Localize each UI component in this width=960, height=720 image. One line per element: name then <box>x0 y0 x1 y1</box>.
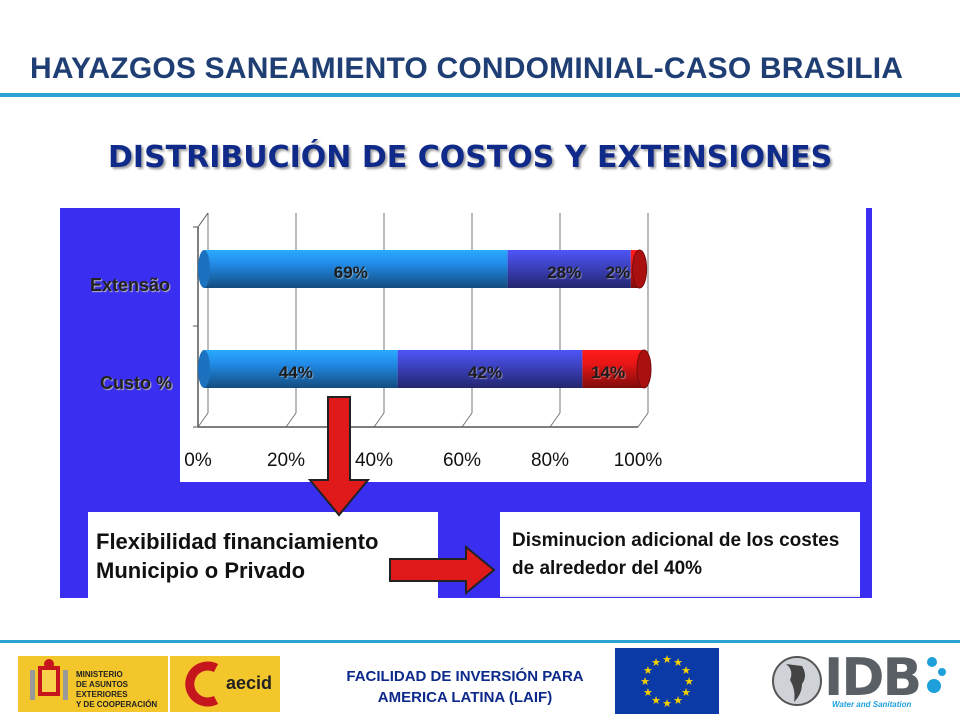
eu-star: ★ <box>640 676 650 688</box>
bar-value-label: 2% <box>605 263 631 282</box>
gridline-floor <box>285 412 297 428</box>
eu-star: ★ <box>662 654 672 666</box>
bar-right-cap <box>636 349 652 389</box>
ministry-line-2: DE ASUNTOS EXTERIORES <box>76 680 129 699</box>
financing-text: Flexibilidad financiamiento Municipio o … <box>96 529 379 583</box>
aecid-wordmark: aecid <box>226 673 273 693</box>
eu-star: ★ <box>651 695 661 707</box>
aecid-logo: aecid <box>170 656 280 712</box>
down-arrow-icon <box>307 396 371 517</box>
eu-flag-logo: ★ ★ ★ ★ ★ ★ ★ ★ ★ ★ ★ ★ <box>615 648 719 714</box>
bar-left-cap <box>198 250 210 288</box>
eu-star: ★ <box>662 698 672 710</box>
idb-logo: IDB Water and Sanitation <box>772 648 952 714</box>
stacked-bar-chart <box>193 212 652 428</box>
eu-star: ★ <box>651 657 661 669</box>
bar-value-label: 69% <box>333 263 368 282</box>
cost-reduction-text: Disminucion adicional de los costes de a… <box>512 530 840 579</box>
bar-value-label: 28% <box>547 263 582 282</box>
gridline-floor <box>637 412 649 428</box>
x-tick-label: 60% <box>442 450 482 471</box>
title-divider <box>0 93 960 97</box>
gridline-floor <box>549 412 561 428</box>
chart-grid <box>193 212 649 428</box>
right-arrow-icon <box>389 545 496 595</box>
x-tick-label: 80% <box>530 450 570 471</box>
bar-segment-1-2 <box>582 350 644 388</box>
ministry-logo: MINISTERIO DE ASUNTOS EXTERIORES Y DE CO… <box>18 656 168 712</box>
eu-star: ★ <box>643 687 653 699</box>
bar-segment-1-0 <box>204 350 398 388</box>
bar-segment-1-1 <box>397 350 583 388</box>
footer-caption: FACILIDAD DE INVERSIÓN PARA AMERICA LATI… <box>300 666 630 708</box>
x-tick-label: 0% <box>184 450 212 471</box>
eu-star: ★ <box>673 695 683 707</box>
eu-star: ★ <box>643 665 653 677</box>
ministry-line-1: MINISTERIO <box>76 670 123 679</box>
eu-star: ★ <box>681 665 691 677</box>
y-axis-top <box>197 212 209 228</box>
slide-title: HAYAZGOS SANEAMIENTO CONDOMINIAL-CASO BR… <box>30 52 904 85</box>
idb-subtitle: Water and Sanitation <box>832 700 912 709</box>
bar-right-cap <box>632 249 648 289</box>
financing-box <box>88 512 438 652</box>
ministry-line-3: Y DE COOPERACIÓN <box>76 700 158 709</box>
cost-reduction-box <box>500 512 860 597</box>
idb-wordmark: IDB <box>824 648 922 708</box>
eu-star: ★ <box>681 687 691 699</box>
footer-divider <box>0 640 960 643</box>
bar-value-label: 44% <box>278 363 313 382</box>
eu-stars-icon: ★ ★★★★★★★★★★★ <box>640 654 694 710</box>
category-label-custo: Custo % <box>100 373 172 393</box>
eu-star: ★ <box>684 676 694 688</box>
x-tick-label: 20% <box>266 450 306 471</box>
gridline-floor <box>197 412 209 428</box>
gridline-floor <box>461 412 473 428</box>
bar-segment-0-0 <box>204 250 508 288</box>
footer-line-1: FACILIDAD DE INVERSIÓN PARA <box>346 668 584 685</box>
x-tick-label: 40% <box>354 450 394 471</box>
footer-line-2: AMERICA LATINA (LAIF) <box>377 689 553 706</box>
chart-bars <box>198 249 652 389</box>
chart-heading: DISTRIBUCIÓN DE COSTOS Y EXTENSIONES <box>108 140 833 175</box>
bar-segment-0-1 <box>507 250 631 288</box>
eu-star: ★ <box>673 657 683 669</box>
aecid-c-icon <box>185 661 219 707</box>
bar-left-cap <box>198 350 210 388</box>
water-drops-icon <box>927 657 946 693</box>
gridline-floor <box>373 412 385 428</box>
bar-value-label: 14% <box>591 363 626 382</box>
x-tick-label: 100% <box>613 450 663 471</box>
spain-crest-icon <box>30 659 68 700</box>
bar-value-label: 42% <box>468 363 503 382</box>
globe-icon <box>772 656 822 706</box>
category-label-extensao: Extensão <box>90 275 171 295</box>
